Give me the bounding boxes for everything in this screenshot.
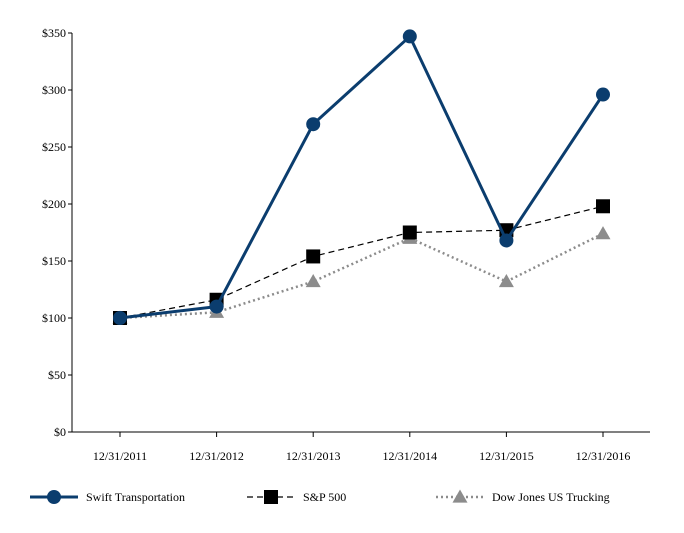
data-point-sandp-500 [306,249,321,264]
data-point-dow-jones-us-trucking [305,274,321,288]
legend-label-sandp-500: S&P 500 [303,490,346,504]
legend-marker-swift-transportation [47,490,61,504]
y-tick-label: $50 [48,368,66,382]
data-point-swift-transportation [113,311,127,325]
x-axis-ticks: 12/31/2011 12/31/2012 12/31/2013 12/31/2014… [93,432,630,463]
legend-label-dow-jones-us-trucking: Dow Jones US Trucking [492,490,610,504]
series-sandp-500 [113,199,610,325]
series-line-swift-transportation [119,33,605,320]
y-tick-label: $150 [42,254,66,268]
x-tick-label: 12/31/2014 [382,449,437,463]
legend: Swift Transportation S&P 500 Dow Jones US … [30,489,610,504]
series-line-dow-jones-us-trucking [119,232,604,320]
data-point-dow-jones-us-trucking [498,274,514,288]
y-axis-ticks: $0 $50 $100 $150 $200 $250 $300 $350 [42,26,72,439]
legend-item-swift-transportation: Swift Transportation [30,490,185,504]
y-tick-label: $300 [42,83,66,97]
data-point-sandp-500 [402,225,417,240]
series-swift-transportation [113,29,610,325]
series-layer [112,29,611,325]
data-point-swift-transportation [402,29,417,44]
legend-marker-sandp-500 [264,490,278,504]
chart-axes [71,33,650,433]
x-tick-label: 12/31/2016 [576,449,631,463]
legend-item-sandp-500: S&P 500 [247,490,346,504]
data-point-swift-transportation [306,117,321,132]
x-tick-label: 12/31/2012 [189,449,244,463]
data-point-dow-jones-us-trucking [595,226,611,240]
legend-item-dow-jones-us-trucking: Dow Jones US Trucking [436,489,610,504]
data-point-swift-transportation [499,233,514,248]
y-tick-label: $200 [42,197,66,211]
y-tick-label: $250 [42,140,66,154]
legend-label-swift-transportation: Swift Transportation [86,490,185,504]
y-tick-label: $0 [54,425,66,439]
x-tick-label: 12/31/2011 [93,449,147,463]
data-point-sandp-500 [596,199,610,214]
x-tick-label: 12/31/2015 [479,449,534,463]
y-tick-label: $350 [42,26,66,40]
data-point-swift-transportation [596,87,610,102]
data-point-swift-transportation [209,299,224,314]
series-line-sandp-500 [119,205,604,319]
y-tick-label: $100 [42,311,66,325]
legend-marker-dow-jones-us-trucking [452,489,468,503]
x-tick-label: 12/31/2013 [286,449,341,463]
